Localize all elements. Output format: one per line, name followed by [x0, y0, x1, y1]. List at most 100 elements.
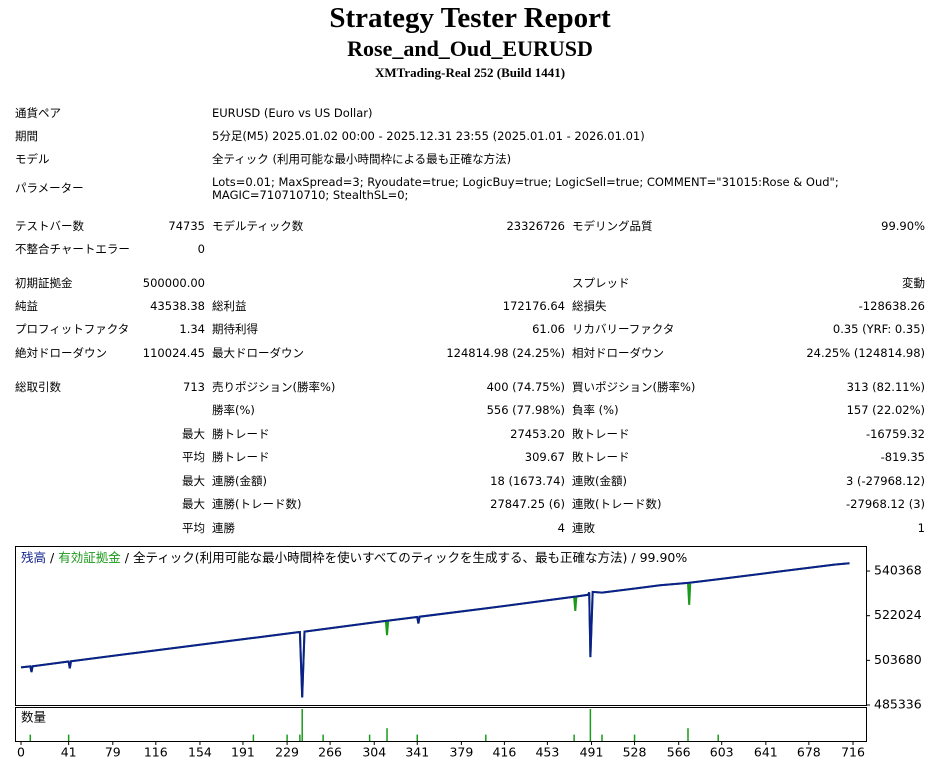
stat-label: モデルティック数 [212, 219, 304, 233]
x-tick-label: 716 [841, 745, 865, 760]
volume-label: 数量 [21, 710, 46, 725]
stat-value: 157 (22.02%) [846, 403, 925, 417]
y-tick-label: 540368 [874, 563, 922, 578]
info-label: モデル [15, 152, 50, 166]
info-value: 全ティック (利用可能な最小時間枠による最も正確な方法) [212, 152, 512, 166]
x-tick-label: 154 [188, 745, 212, 760]
x-tick-label: 379 [449, 745, 473, 760]
stat-label: 最大ドローダウン [212, 346, 304, 360]
stat-value: 74735 [168, 219, 205, 233]
x-tick-label: 229 [275, 745, 299, 760]
expert-name: Rose_and_Oud_EURUSD [347, 36, 593, 61]
stat-value: 313 (82.11%) [846, 380, 925, 394]
stat-label: 連敗 [572, 521, 595, 535]
stat-value: 172176.64 [502, 299, 565, 313]
stat-value: 713 [183, 380, 205, 394]
legend-separator: / [50, 550, 55, 565]
stat-label: プロフィットファクタ [15, 322, 130, 336]
stat-value: 変動 [902, 276, 925, 290]
x-tick-label: 678 [797, 745, 821, 760]
stat-value: 24.25% (124814.98) [806, 346, 925, 360]
stat-value: 61.06 [532, 322, 565, 336]
stat-value: 27847.25 (6) [490, 497, 565, 511]
x-tick-label: 341 [405, 745, 429, 760]
y-tick-label: 503680 [874, 652, 922, 667]
stat-value: -27968.12 (3) [846, 497, 925, 511]
stat-value: 最大 [182, 497, 205, 511]
stat-label: 総損失 [572, 299, 607, 313]
stat-label: 連敗(金額) [572, 474, 627, 488]
stat-value: 124814.98 (24.25%) [446, 346, 565, 360]
stat-value: 27453.20 [510, 427, 565, 441]
info-label: 通貨ペア [15, 106, 61, 120]
stat-label: 売りポジション(勝率%) [212, 380, 336, 394]
stat-label: 初期証拠金 [15, 276, 73, 290]
x-tick-label: 41 [61, 745, 77, 760]
stat-value: 3 (-27968.12) [846, 474, 925, 488]
stat-value: 110024.45 [142, 346, 205, 360]
stat-label: 相対ドローダウン [572, 346, 664, 360]
x-tick-label: 79 [105, 745, 121, 760]
x-tick-label: 491 [580, 745, 604, 760]
stat-label: 勝率(%) [212, 403, 255, 417]
stat-value: 平均 [182, 450, 205, 464]
stat-label: 期待利得 [212, 322, 258, 336]
chart-panel [15, 546, 867, 706]
legend-model: 全ティック(利用可能な最小時間枠を使いすべてのティックを生成する、最も正確な方法… [133, 550, 627, 565]
x-tick-label: 0 [17, 745, 25, 760]
x-tick-label: 191 [231, 745, 255, 760]
stat-value: 18 (1673.74) [490, 474, 565, 488]
stat-value: -16759.32 [865, 427, 925, 441]
stat-value: -128638.26 [858, 299, 925, 313]
stat-label: 純益 [15, 299, 38, 313]
x-tick-label: 603 [710, 745, 734, 760]
y-tick-label: 522024 [874, 607, 922, 622]
stat-value: 99.90% [881, 219, 925, 233]
stat-label: リカバリーファクタ [572, 322, 675, 336]
info-value: Lots=0.01; MaxSpread=3; Ryoudate=true; L… [212, 175, 839, 202]
x-tick-label: 528 [623, 745, 647, 760]
stat-value: 最大 [182, 474, 205, 488]
stat-value: 0.35 (YRF: 0.35) [832, 322, 925, 336]
legend-separator: / [125, 550, 130, 565]
stat-label: 敗トレード [572, 427, 630, 441]
stat-label: 敗トレード [572, 450, 630, 464]
stat-label: スプレッド [572, 276, 630, 290]
legend-equity: 有効証拠金 [58, 550, 121, 565]
stat-label: 連勝(トレード数) [212, 497, 302, 511]
stat-label: 不整合チャートエラー [15, 242, 130, 256]
info-label: パラメーター [15, 181, 84, 195]
stat-label: 総取引数 [15, 380, 61, 394]
x-tick-label: 266 [318, 745, 342, 760]
stat-value: 400 (74.75%) [486, 380, 565, 394]
legend-separator: / [631, 550, 636, 565]
stat-value: 309.67 [524, 450, 565, 464]
stat-value: 1.34 [179, 322, 205, 336]
legend: 残高 / 有効証拠金 / 全ティック(利用可能な最小時間枠を使いすべてのティックを生成す… [21, 550, 687, 565]
y-tick-label: 485336 [874, 697, 922, 712]
stat-label: 買いポジション(勝率%) [572, 380, 696, 394]
stat-value: 1 [917, 521, 925, 535]
info-value: EURUSD (Euro vs US Dollar) [212, 106, 373, 120]
stat-label: 勝トレード [212, 450, 270, 464]
report-title: Strategy Tester Report [329, 2, 611, 34]
stat-value: -819.35 [880, 450, 925, 464]
stat-value: 0 [197, 242, 205, 256]
stat-value: 4 [557, 521, 565, 535]
info-label: 期間 [15, 129, 38, 143]
balance-chart: 残高 / 有効証拠金 / 全ティック(利用可能な最小時間枠を使いすべてのティックを生成す… [15, 546, 922, 760]
x-tick-label: 416 [492, 745, 516, 760]
legend-quality: 99.90% [640, 550, 688, 565]
stat-label: 連敗(トレード数) [572, 497, 662, 511]
stat-label: 連勝(金額) [212, 474, 267, 488]
x-tick-label: 566 [667, 745, 691, 760]
stat-value: 23326726 [506, 219, 565, 233]
stat-value: 556 (77.98%) [486, 403, 565, 417]
series-line [20, 562, 850, 698]
x-tick-label: 304 [362, 745, 386, 760]
x-tick-label: 116 [144, 745, 168, 760]
stat-value: 500000.00 [142, 276, 205, 290]
legend-balance: 残高 [21, 550, 46, 565]
build-info: XMTrading-Real 252 (Build 1441) [374, 65, 566, 80]
